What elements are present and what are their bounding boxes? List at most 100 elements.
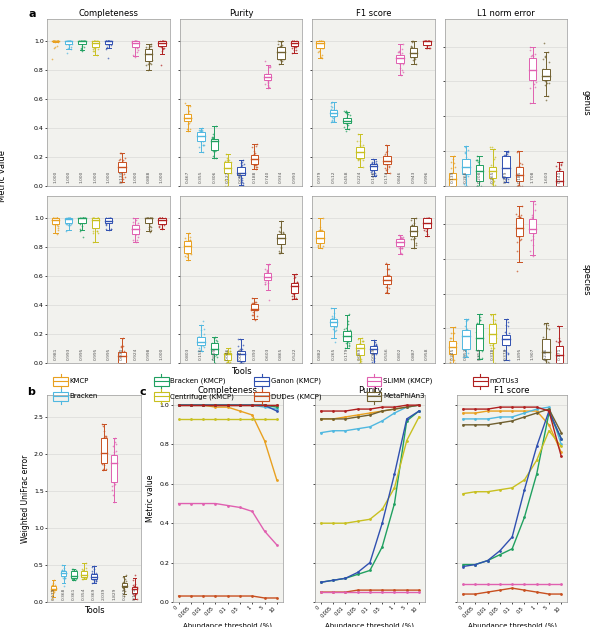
Point	[115, 155, 124, 166]
Point	[78, 213, 87, 223]
Point	[472, 345, 481, 356]
Point	[514, 180, 523, 190]
Point	[88, 574, 98, 584]
Point	[383, 164, 392, 174]
Point	[57, 565, 67, 575]
Point	[102, 451, 111, 461]
Text: 0.943: 0.943	[411, 171, 415, 182]
Point	[528, 66, 537, 76]
Point	[446, 181, 456, 191]
Point	[330, 110, 339, 120]
Point	[330, 107, 339, 117]
Point	[61, 213, 71, 223]
Point	[446, 328, 456, 338]
Point	[265, 61, 275, 71]
Point	[343, 336, 352, 346]
Point	[512, 209, 521, 219]
Point	[355, 358, 364, 368]
Point	[79, 569, 89, 579]
Point	[504, 340, 514, 350]
Point	[451, 338, 460, 348]
Text: SLIMM (KMCP): SLIMM (KMCP)	[383, 378, 433, 384]
Point	[277, 40, 287, 50]
Point	[209, 129, 218, 139]
Point	[274, 54, 283, 64]
Point	[473, 338, 483, 348]
Point	[69, 567, 79, 577]
Point	[290, 36, 299, 46]
Point	[212, 145, 221, 155]
Point	[371, 158, 380, 168]
Point	[371, 342, 380, 352]
Point	[279, 231, 288, 241]
Point	[504, 146, 513, 156]
Point	[155, 213, 164, 223]
Point	[485, 331, 495, 341]
Point	[367, 166, 376, 176]
Point	[196, 126, 205, 136]
Point	[461, 316, 470, 326]
Point	[78, 213, 87, 223]
Point	[104, 36, 113, 46]
Point	[517, 229, 527, 240]
Point	[120, 586, 129, 596]
Point	[155, 213, 165, 223]
Point	[212, 338, 222, 348]
Point	[225, 343, 234, 353]
Point	[130, 52, 139, 62]
Point	[103, 39, 113, 49]
Point	[379, 275, 389, 285]
Point	[345, 341, 354, 351]
Point	[358, 147, 367, 157]
Point	[157, 36, 166, 46]
Point	[514, 181, 523, 191]
Point	[262, 265, 272, 275]
Point	[544, 358, 553, 368]
Point	[262, 73, 271, 83]
Point	[91, 576, 100, 586]
Point	[105, 213, 115, 223]
Point	[50, 213, 59, 223]
Point	[89, 572, 99, 582]
Point	[79, 218, 88, 228]
Point	[539, 349, 548, 359]
Bar	[65, 218, 72, 223]
Point	[105, 216, 114, 226]
Point	[459, 327, 469, 337]
Point	[90, 213, 99, 223]
Point	[132, 43, 141, 53]
Point	[106, 40, 116, 50]
Point	[147, 55, 156, 65]
Point	[115, 164, 124, 174]
Point	[486, 142, 495, 152]
Point	[184, 118, 194, 128]
Point	[372, 349, 381, 359]
Point	[356, 354, 366, 364]
Point	[446, 181, 456, 191]
Point	[462, 330, 471, 340]
Title: Purity: Purity	[229, 9, 254, 18]
Point	[220, 349, 230, 359]
Bar	[224, 162, 232, 173]
Point	[407, 231, 417, 241]
Point	[277, 51, 286, 61]
Point	[223, 349, 233, 359]
Point	[371, 161, 380, 171]
Point	[542, 323, 551, 333]
Point	[100, 431, 109, 441]
Point	[530, 227, 539, 237]
Point	[90, 572, 100, 582]
Point	[77, 43, 86, 53]
Point	[528, 234, 538, 244]
Point	[249, 299, 259, 309]
Point	[66, 219, 76, 229]
Point	[424, 218, 433, 228]
Point	[88, 228, 98, 238]
Point	[340, 324, 349, 334]
Point	[275, 228, 284, 238]
Point	[541, 95, 551, 105]
Point	[89, 564, 99, 574]
Point	[398, 233, 408, 243]
Point	[502, 330, 511, 340]
Point	[318, 38, 327, 48]
